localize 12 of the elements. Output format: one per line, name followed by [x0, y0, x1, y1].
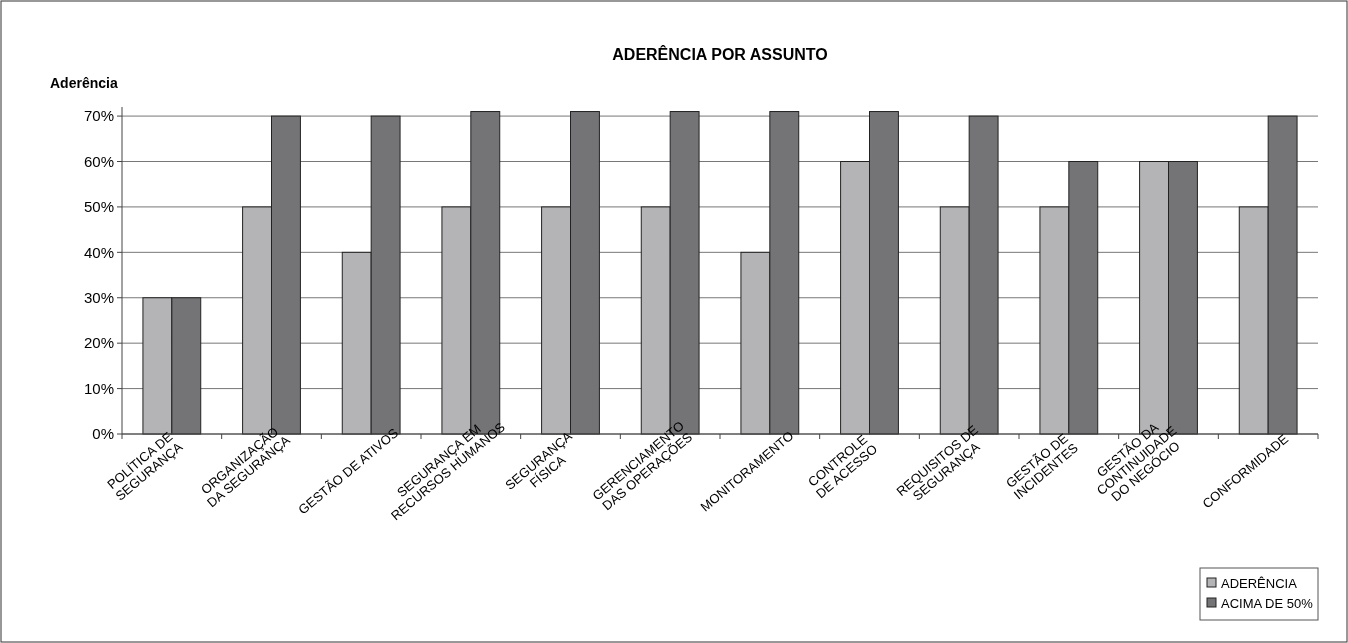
y-tick-label: 50% — [83, 198, 114, 216]
y-tick-label: 40% — [83, 243, 114, 261]
y-tick-label: 70% — [83, 107, 114, 125]
y-tick-label: 60% — [83, 152, 114, 170]
legend-label: ACIMA DE 50% — [1221, 595, 1314, 611]
legend-label: ADERÊNCIA — [1221, 575, 1298, 591]
y-tick-label: 0% — [92, 425, 114, 443]
chart-title: ADERÊNCIA POR ASSUNTO — [612, 45, 828, 63]
y-tick-label: 10% — [83, 379, 114, 397]
y-tick-label: 30% — [83, 289, 114, 306]
y-tick-label: 20% — [83, 334, 114, 352]
y-axis-title: Aderência — [50, 75, 118, 91]
